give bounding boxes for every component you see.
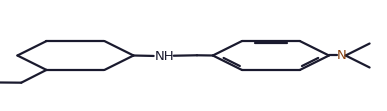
Text: N: N <box>337 49 346 62</box>
Text: NH: NH <box>154 50 174 63</box>
